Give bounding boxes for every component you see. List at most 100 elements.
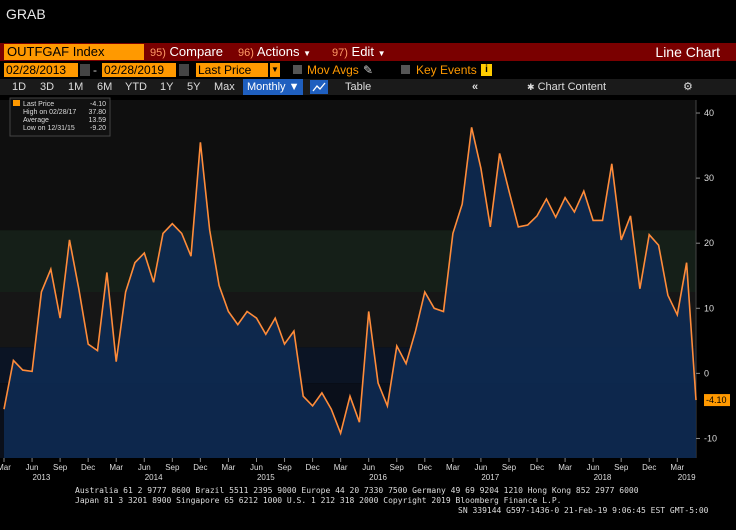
legend-value: 13.59 [88, 117, 106, 124]
gear-icon[interactable]: ⚙ [683, 81, 693, 93]
last-price-label: -4.10 [706, 395, 727, 405]
compare-button[interactable]: 95) Compare [150, 44, 223, 60]
start-date-input[interactable]: 02/28/2013 [4, 63, 78, 77]
pencil-icon[interactable]: ✎ [363, 63, 374, 77]
x-tick-label: Jun [250, 463, 263, 472]
field-select[interactable]: Last Price [196, 63, 268, 77]
actions-button[interactable]: 96) Actions ▼ [238, 44, 311, 60]
y-tick-label: 0 [704, 368, 709, 378]
x-tick-label: Sep [277, 463, 292, 472]
chart-content-label: Chart Content [537, 81, 607, 93]
period-1y[interactable]: 1Y [160, 81, 174, 93]
range-dash: - [93, 63, 97, 77]
key-events-label: Key Events [416, 63, 477, 77]
monthly-select[interactable]: Monthly ▼ [243, 79, 304, 95]
x-tick-label: Dec [305, 463, 319, 472]
footer-line-3: SN 339144 G597-1436-0 21-Feb-19 9:06:45 … [458, 506, 709, 515]
footer-line-2: Japan 81 3 3201 8900 Singapore 65 6212 1… [75, 496, 562, 505]
x-tick-label: Mar [0, 463, 11, 472]
legend-label: Last Price [23, 101, 54, 108]
footer: Australia 61 2 9777 8600 Brazil 5511 239… [0, 486, 736, 516]
window-title: GRAB [6, 6, 46, 22]
x-tick-label: Sep [53, 463, 68, 472]
period-6m[interactable]: 6M [97, 81, 113, 93]
y-tick-label: 10 [704, 303, 714, 313]
chevron-down-icon: ▼ [303, 49, 311, 58]
last-price-marker [704, 394, 730, 407]
period-1m[interactable]: 1M [68, 81, 84, 93]
monthly-label: Monthly [247, 81, 286, 93]
x-tick-label: Dec [530, 463, 544, 472]
line-chart-icon-svg [312, 82, 326, 92]
x-tick-label: Sep [614, 463, 629, 472]
period-max[interactable]: Max [214, 81, 235, 93]
y-tick-label: -10 [704, 433, 717, 443]
legend-swatch [13, 100, 20, 106]
compare-label: Compare [169, 44, 223, 59]
mov-avgs-checkbox[interactable] [293, 65, 302, 74]
compare-num: 95) [150, 47, 166, 59]
legend: Last Price -4.10 High on 02/28/17 37.80 Aver… [9, 97, 111, 137]
y-axis: -10 0 10 20 30 40 -4.10 [696, 108, 730, 443]
calendar-icon[interactable] [179, 64, 189, 76]
x-year-label: 2016 [369, 473, 387, 482]
chart-type-label: Line Chart [655, 44, 720, 60]
gear-small-icon: ✱ [527, 82, 535, 92]
key-events-checkbox[interactable] [401, 65, 410, 74]
y-tick-label: 40 [704, 108, 714, 118]
edit-button[interactable]: 97) Edit ▼ [332, 44, 385, 60]
y-tick-label: 30 [704, 173, 714, 183]
mov-avgs-label: Mov Avgs [307, 63, 359, 77]
x-year-label: 2019 [678, 473, 696, 482]
chevron-down-icon[interactable]: ▼ [270, 63, 280, 77]
collapse-icon[interactable]: « [472, 81, 479, 93]
x-tick-label: Sep [165, 463, 180, 472]
x-tick-label: Jun [138, 463, 151, 472]
x-tick-label: Jun [474, 463, 487, 472]
footer-line-1: Australia 61 2 9777 8600 Brazil 5511 239… [75, 486, 639, 495]
ticker-input[interactable]: OUTFGAF Index [4, 44, 144, 60]
x-tick-label: Sep [390, 463, 405, 472]
period-bar [0, 79, 736, 95]
series-line [3, 127, 697, 436]
actions-label: Actions [256, 44, 300, 59]
y-tick-label: 20 [704, 238, 714, 248]
function-bar [0, 43, 736, 61]
x-year-label: 2014 [145, 473, 163, 482]
edit-num: 97) [332, 47, 348, 59]
x-tick-label: Dec [418, 463, 432, 472]
table-tab[interactable]: Table [345, 81, 372, 93]
legend-value: -4.10 [90, 101, 106, 108]
chart-content-button[interactable]: ✱ Chart Content [527, 79, 606, 95]
x-year-label: 2018 [594, 473, 612, 482]
x-tick-label: Dec [81, 463, 95, 472]
legend-box [9, 97, 111, 137]
x-tick-label: Sep [502, 463, 517, 472]
series-area [4, 127, 696, 459]
period-1d[interactable]: 1D [12, 81, 27, 93]
x-tick-label: Mar [334, 463, 348, 472]
calendar-icon[interactable] [80, 64, 90, 76]
x-tick-label: Mar [558, 463, 572, 472]
legend-label: Average [23, 117, 49, 124]
legend-value: -9.20 [90, 125, 106, 132]
legend-value: 37.80 [88, 109, 106, 116]
x-tick-label: Dec [642, 463, 656, 472]
x-tick-label: Mar [446, 463, 460, 472]
x-tick-label: Mar [109, 463, 123, 472]
info-icon[interactable]: i [481, 64, 492, 76]
period-ytd[interactable]: YTD [125, 81, 147, 93]
x-year-label: 2017 [481, 473, 499, 482]
line-chart: -10 0 10 20 30 40 -4.10 Mar Jun Sep Dec Mar Jun Sep D… [0, 97, 730, 482]
end-date-input[interactable]: 02/28/2019 [102, 63, 176, 77]
x-axis: Mar Jun Sep Dec Mar Jun Sep Dec Mar Jun Sep Dec Mar J… [0, 458, 696, 482]
actions-num: 96) [238, 47, 254, 59]
period-3d[interactable]: 3D [40, 81, 55, 93]
period-5y[interactable]: 5Y [187, 81, 201, 93]
x-tick-label: Jun [362, 463, 375, 472]
x-tick-label: Mar [222, 463, 236, 472]
chevron-down-icon: ▼ [377, 49, 386, 58]
x-tick-label: Jun [587, 463, 600, 472]
x-year-label: 2015 [257, 473, 275, 482]
line-chart-icon[interactable] [310, 80, 328, 94]
